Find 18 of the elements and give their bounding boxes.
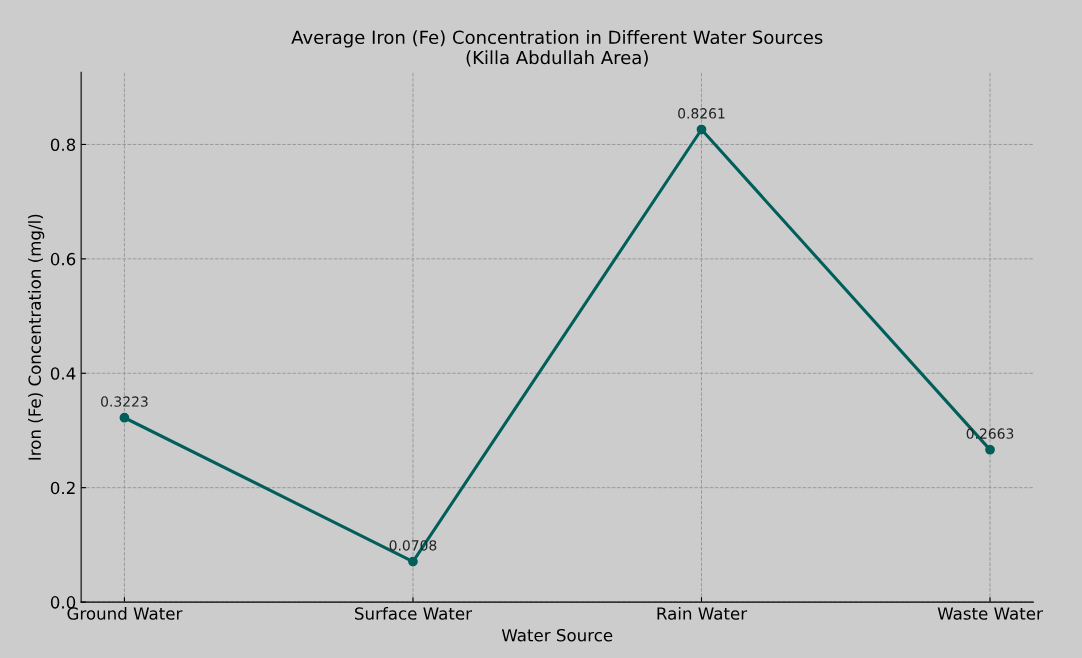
x-axis-title: Water Source — [501, 628, 613, 642]
x-tick-label: Ground Water — [67, 606, 183, 620]
data-label: 0.8261 — [678, 108, 725, 119]
y-tick-label: 0.6 — [50, 252, 76, 266]
chart-title: Average Iron (Fe) Concentration in Different Water Sources (Killa Abdullah Area) — [291, 30, 823, 67]
y-tick-label: 0.2 — [50, 481, 75, 495]
y-tick-label: 0.8 — [50, 138, 76, 152]
x-tick-label: Waste Water — [937, 607, 1043, 620]
x-tick-label: Rain Water — [657, 606, 748, 620]
y-tick-label: 0.0 — [50, 596, 76, 609]
y-tick-label: 0.4 — [50, 367, 76, 380]
point — [408, 556, 418, 567]
y-axis-title: Iron (Fe) Concentration (mg/l) — [28, 214, 45, 460]
point — [119, 412, 130, 423]
data-label: 0.3223 — [101, 396, 148, 407]
x-tick-label: Surface Water — [355, 606, 472, 620]
point — [985, 444, 995, 455]
point — [696, 124, 707, 135]
